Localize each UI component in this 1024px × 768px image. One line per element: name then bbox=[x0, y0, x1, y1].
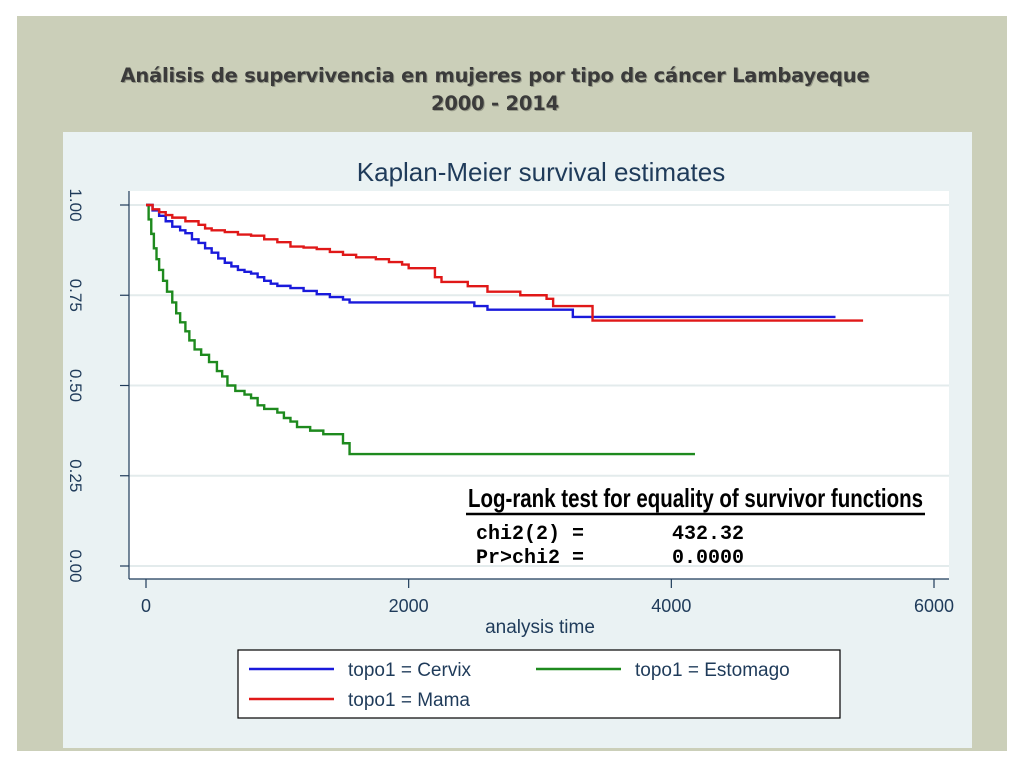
y-axis: 0.00 0.25 0.50 0.75 1.00 bbox=[66, 188, 130, 583]
chi2-label: chi2(2) = bbox=[476, 523, 584, 546]
chart-title: Kaplan-Meier survival estimates bbox=[357, 157, 725, 187]
x-axis-label: analysis time bbox=[485, 617, 595, 638]
series-line-topocervix bbox=[146, 203, 836, 319]
legend-label-mama: topo1 = Mama bbox=[348, 690, 470, 711]
x-tick-label: 4000 bbox=[651, 596, 691, 616]
y-tick-label: 0.00 bbox=[66, 549, 85, 582]
series-line-topomama bbox=[146, 203, 864, 322]
legend: topo1 = Cervix topo1 = Estomago topo1 = … bbox=[237, 649, 841, 719]
y-tick-label: 0.50 bbox=[66, 369, 85, 402]
x-tick-label: 2000 bbox=[389, 596, 429, 616]
legend-box bbox=[237, 649, 841, 719]
series-layer bbox=[146, 203, 864, 456]
y-tick-label: 0.75 bbox=[66, 279, 85, 312]
pvalue-value: 0.0000 bbox=[672, 547, 744, 570]
y-tick-label: 0.25 bbox=[66, 459, 85, 492]
series-line-topoestomago bbox=[146, 203, 695, 456]
slide-title-line1: Análisis de supervivencia en mujeres por… bbox=[120, 64, 870, 87]
x-tick-label: 6000 bbox=[914, 596, 954, 616]
legend-label-cervix: topo1 = Cervix bbox=[348, 660, 472, 681]
slide-title: Análisis de supervivencia en mujeres por… bbox=[40, 62, 950, 118]
x-tick-label: 0 bbox=[141, 596, 151, 616]
legend-label-estomago: topo1 = Estomago bbox=[635, 660, 790, 681]
pvalue-label: Pr>chi2 = bbox=[476, 547, 584, 570]
logrank-annotation: Log-rank test for equality of survivor f… bbox=[466, 483, 925, 570]
slide-title-line2: 2000 - 2014 bbox=[430, 92, 560, 115]
chi2-value: 432.32 bbox=[672, 523, 744, 546]
gridlines bbox=[129, 204, 949, 567]
y-tick-label: 1.00 bbox=[66, 188, 85, 221]
logrank-heading: Log-rank test for equality of survivor f… bbox=[468, 483, 923, 513]
x-axis: 0 2000 4000 6000 bbox=[129, 578, 954, 616]
